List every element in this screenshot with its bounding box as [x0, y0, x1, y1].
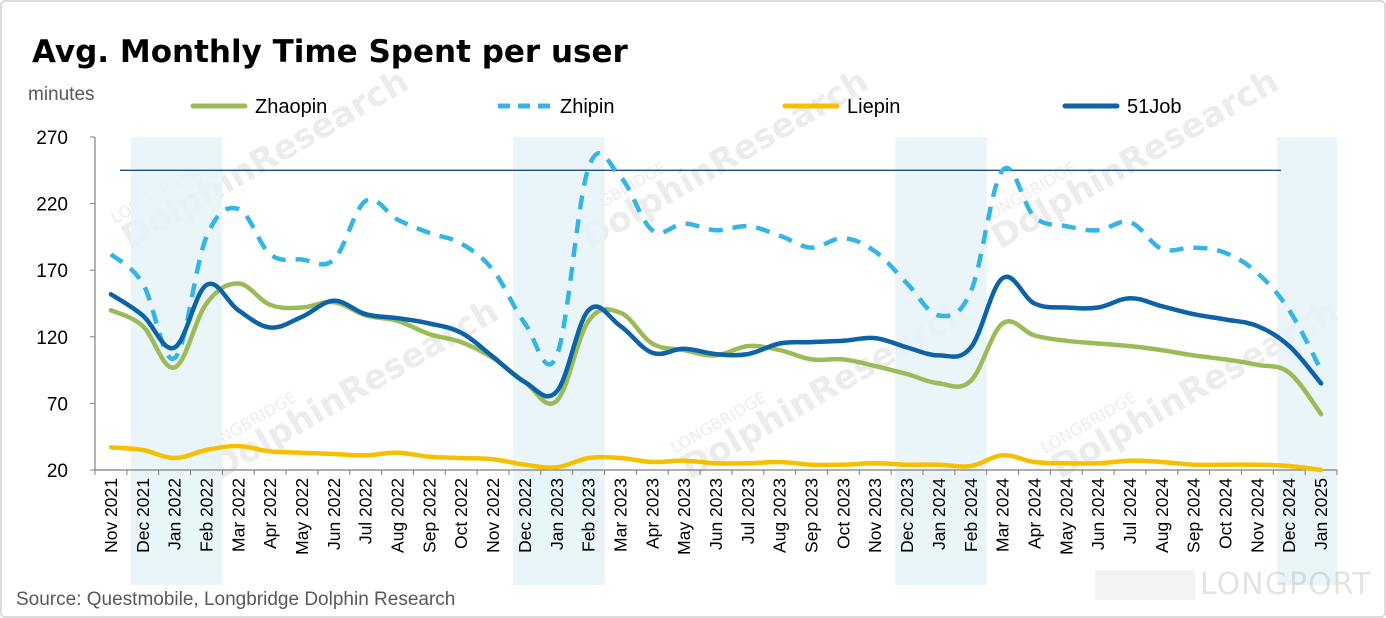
- x-tick-label: Dec 2024: [1279, 478, 1299, 553]
- x-tick-label: Feb 2022: [196, 478, 216, 552]
- x-tick-label: Nov 2024: [1247, 478, 1267, 553]
- y-tick-label: 20: [47, 461, 68, 482]
- legend-label-zhaopin: Zhaopin: [255, 96, 327, 118]
- x-tick-label: Jan 2023: [547, 478, 567, 550]
- shaded-period: [130, 137, 223, 585]
- y-tick-label: 120: [36, 328, 68, 349]
- y-tick-label: 170: [36, 261, 68, 282]
- legend-label-liepin: Liepin: [847, 96, 900, 118]
- x-tick-label: Jul 2024: [1120, 478, 1140, 544]
- y-tick-label: 270: [36, 128, 68, 149]
- x-tick-label: Oct 2023: [833, 478, 853, 549]
- x-tick-label: Feb 2023: [579, 478, 599, 552]
- shaded-periods: [130, 137, 1337, 585]
- axes: [94, 137, 1337, 471]
- x-tick-label: Jun 2023: [706, 478, 726, 550]
- shaded-period: [1277, 137, 1337, 585]
- series-line-51job: [108, 274, 1324, 399]
- brand-logo-text: LONGPORT: [1200, 567, 1372, 602]
- x-tick-label: Jun 2024: [1088, 478, 1108, 550]
- x-tick-label: Jul 2023: [738, 478, 758, 544]
- x-tick-label: Sep 2022: [419, 478, 439, 553]
- x-tick-label: Jul 2022: [356, 478, 376, 544]
- x-tick-label: Apr 2022: [260, 478, 280, 549]
- x-tick-label: Mar 2023: [610, 478, 630, 552]
- x-tick-label: Dec 2023: [897, 478, 917, 553]
- legend-label-zhipin: Zhipin: [560, 96, 614, 118]
- brand-logo: LONGPORT: [1095, 567, 1372, 602]
- x-tick-label: Nov 2022: [483, 478, 503, 553]
- y-tick-label: 70: [47, 394, 68, 415]
- x-tick-label: Jan 2022: [165, 478, 185, 550]
- x-tick-label: Aug 2022: [388, 478, 408, 553]
- chart-title: Avg. Monthly Time Spent per user: [32, 34, 629, 70]
- x-tick-label: Oct 2024: [1216, 478, 1236, 549]
- series-line-liepin: [108, 443, 1324, 473]
- x-tick-label: May 2023: [674, 478, 694, 555]
- legend-label-51job: 51Job: [1127, 96, 1182, 118]
- x-tick-label: May 2022: [292, 478, 312, 555]
- x-axis-ticks: Nov 2021 Dec 2021 Jan 2022 Feb 2022 Mar 2022…: [94, 470, 1338, 555]
- x-tick-label: Dec 2021: [133, 478, 153, 553]
- series-line-zhipin: [109, 151, 1324, 372]
- x-tick-label: Aug 2024: [1152, 478, 1172, 553]
- shaded-period: [895, 137, 987, 585]
- y-axis-ticks: 270 220 170 120 70 20: [36, 128, 95, 482]
- y-axis-label: minutes: [28, 84, 95, 105]
- x-tick-label: Jun 2022: [324, 478, 344, 550]
- x-tick-label: Nov 2021: [101, 478, 121, 553]
- x-tick-label: Jan 2024: [929, 478, 949, 550]
- legend: Zhaopin Zhipin Liepin 51Job: [190, 96, 1182, 118]
- x-tick-label: Dec 2022: [515, 478, 535, 553]
- x-tick-label: Apr 2023: [642, 478, 662, 549]
- brand-logo-mark: [1095, 570, 1195, 600]
- x-tick-label: May 2024: [1056, 478, 1076, 555]
- x-tick-label: Nov 2023: [865, 478, 885, 553]
- shaded-period: [513, 137, 605, 585]
- source-note: Source: Questmobile, Longbridge Dolphin …: [16, 589, 455, 610]
- x-tick-label: Sep 2023: [802, 478, 822, 553]
- x-tick-label: Mar 2024: [993, 478, 1013, 552]
- y-tick-label: 220: [36, 195, 68, 216]
- x-tick-label: Feb 2024: [961, 478, 981, 552]
- x-tick-label: Aug 2023: [770, 478, 790, 553]
- x-tick-label: Oct 2022: [451, 478, 471, 549]
- x-tick-label: Jan 2025: [1311, 478, 1331, 550]
- x-tick-label: Apr 2024: [1024, 478, 1044, 549]
- x-tick-label: Sep 2024: [1184, 478, 1204, 553]
- series-layer: [108, 151, 1324, 473]
- x-tick-label: Mar 2022: [228, 478, 248, 552]
